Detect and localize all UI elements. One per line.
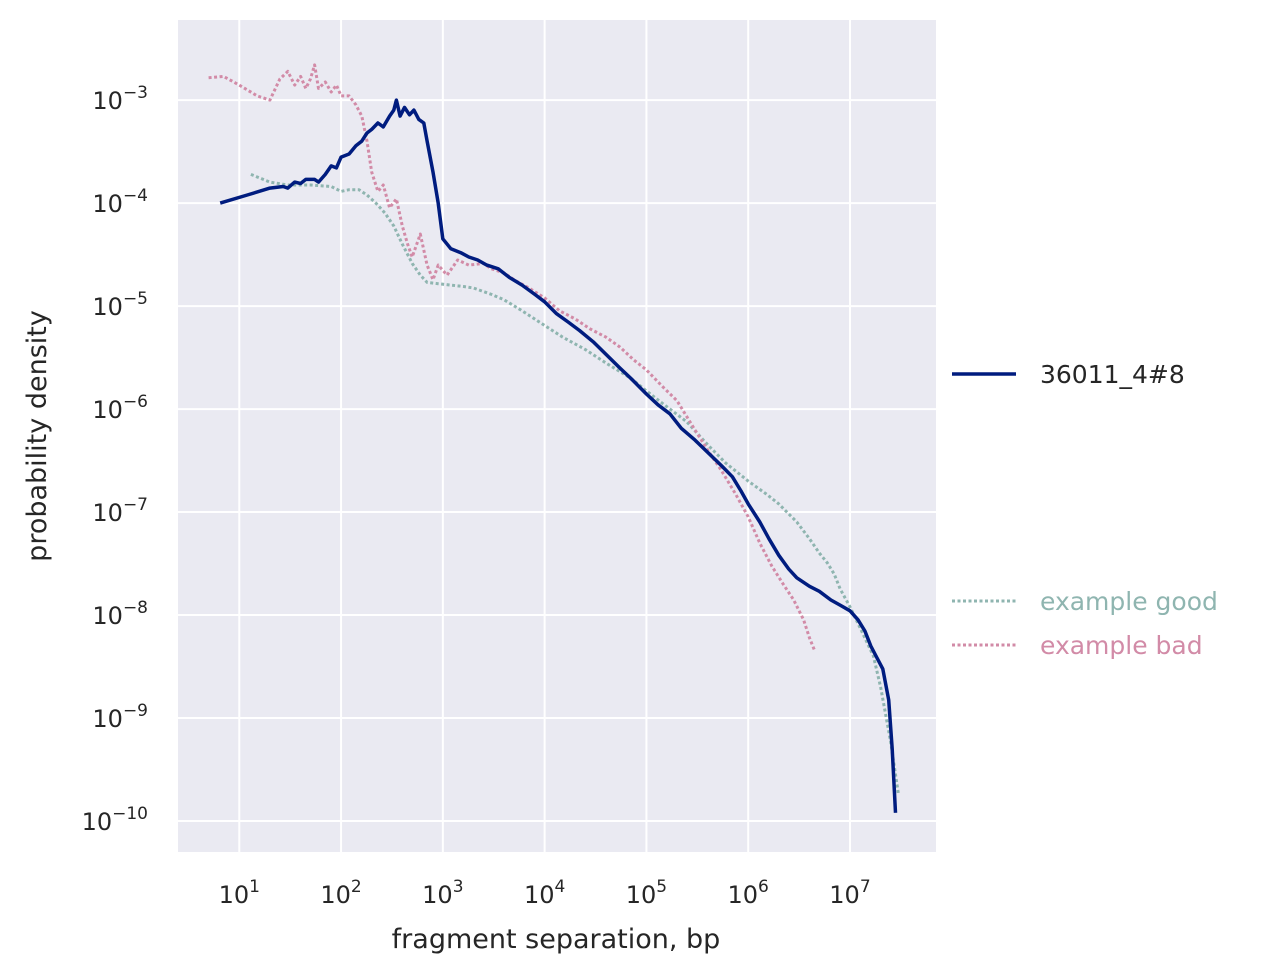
- y-tick-base: 10: [92, 293, 123, 321]
- series-layer: [208, 63, 900, 813]
- series-line-36011-4-8: [219, 98, 898, 813]
- series-line-example-bad: [208, 63, 817, 652]
- legend-main: 36011_4#8: [952, 360, 1185, 389]
- y-tick-exponent: −9: [123, 701, 148, 721]
- legend-label-36011: 36011_4#8: [1040, 360, 1185, 389]
- grid: [178, 20, 936, 852]
- y-tick-label: 10−9: [92, 701, 148, 733]
- x-tick-exponent: 7: [860, 877, 871, 897]
- y-tick-labels: 10−310−410−510−610−710−810−910−10: [82, 83, 148, 836]
- x-tick-exponent: 4: [554, 877, 565, 897]
- y-tick-base: 10: [92, 190, 123, 218]
- y-tick-exponent: −10: [112, 804, 148, 824]
- legend-examples: example good example bad: [952, 587, 1218, 660]
- x-tick-base: 10: [626, 881, 657, 909]
- x-tick-exponent: 1: [249, 877, 260, 897]
- y-tick-label: 10−7: [92, 495, 148, 527]
- y-tick-label: 10−4: [92, 186, 148, 218]
- y-tick-base: 10: [92, 499, 123, 527]
- x-tick-label: 103: [422, 877, 463, 909]
- x-tick-base: 10: [829, 881, 860, 909]
- y-tick-label: 10−8: [92, 598, 148, 630]
- x-tick-exponent: 5: [656, 877, 667, 897]
- y-tick-exponent: −7: [123, 495, 148, 515]
- legend-label-example-good: example good: [1040, 587, 1218, 616]
- x-tick-exponent: 6: [758, 877, 769, 897]
- y-tick-base: 10: [92, 705, 123, 733]
- x-tick-exponent: 3: [453, 877, 464, 897]
- y-tick-base: 10: [92, 602, 123, 630]
- x-tick-label: 107: [829, 877, 870, 909]
- y-tick-label: 10−6: [92, 392, 148, 424]
- y-tick-exponent: −5: [123, 289, 148, 309]
- y-tick-label: 10−5: [92, 289, 148, 321]
- x-tick-base: 10: [524, 881, 555, 909]
- legend-label-example-bad: example bad: [1040, 631, 1203, 660]
- y-tick-exponent: −8: [123, 598, 148, 618]
- y-tick-exponent: −4: [123, 186, 148, 206]
- x-tick-base: 10: [728, 881, 759, 909]
- y-tick-base: 10: [82, 808, 113, 836]
- plot-area: [178, 20, 936, 852]
- y-tick-base: 10: [92, 396, 123, 424]
- x-tick-labels: 101 102 103 104 105 106 107: [219, 877, 871, 909]
- y-tick-base: 10: [92, 87, 123, 115]
- x-tick-base: 10: [219, 881, 250, 909]
- y-tick-exponent: −3: [123, 83, 148, 103]
- x-tick-label: 106: [728, 877, 769, 909]
- x-tick-label: 101: [219, 877, 260, 909]
- y-axis-label: probability density: [22, 310, 53, 562]
- x-tick-base: 10: [422, 881, 453, 909]
- y-tick-label: 10−3: [92, 83, 148, 115]
- x-tick-exponent: 2: [351, 877, 362, 897]
- x-tick-label: 105: [626, 877, 667, 909]
- y-tick-label: 10−10: [82, 804, 148, 836]
- x-axis-label: fragment separation, bp: [392, 924, 721, 955]
- x-tick-base: 10: [320, 881, 351, 909]
- x-tick-label: 104: [524, 877, 565, 909]
- y-tick-exponent: −6: [123, 392, 148, 412]
- x-tick-label: 102: [320, 877, 361, 909]
